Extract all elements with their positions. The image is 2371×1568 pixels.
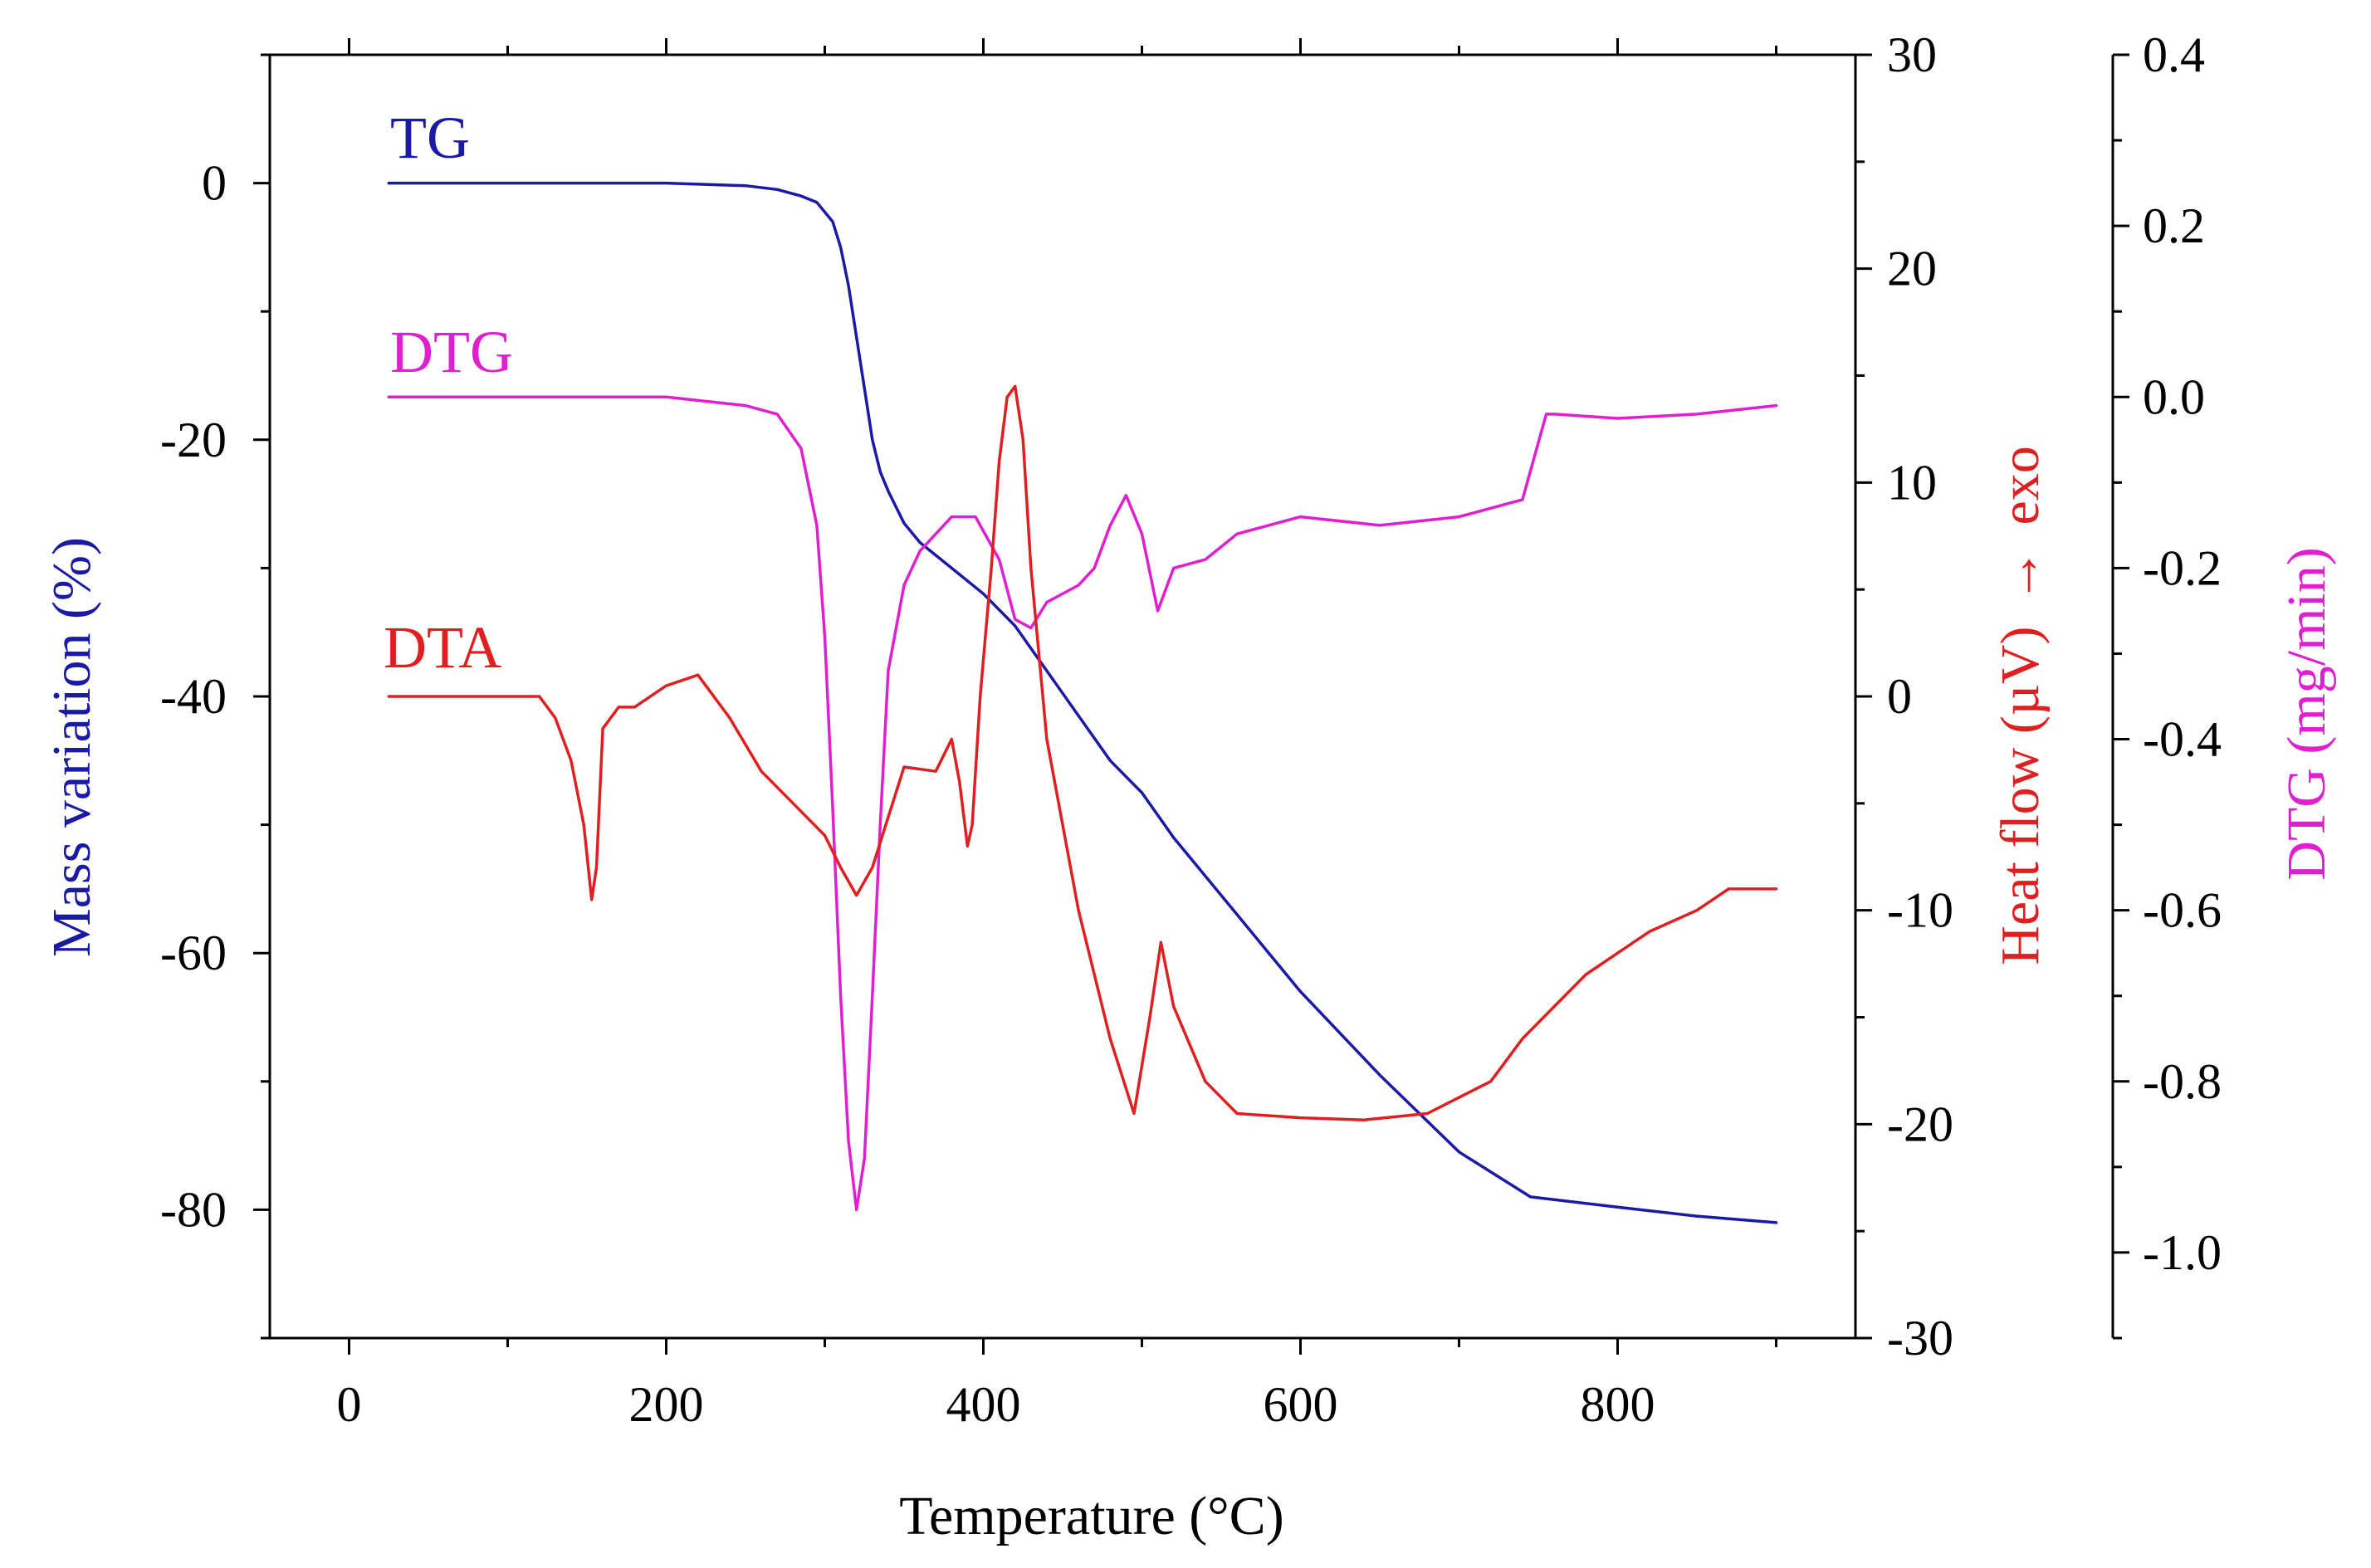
dtg-tick-label: -0.6 (2143, 883, 2222, 938)
heat-flow-axis-title: Heat flow (µV) → exo (1990, 446, 2051, 965)
heat-tick-label: 10 (1887, 455, 1937, 510)
heat-tick-label: -20 (1887, 1097, 1953, 1151)
dtg-tick-label: 0.4 (2143, 27, 2205, 82)
x-tick-label: 600 (1264, 1377, 1338, 1432)
x-tick-label: 800 (1581, 1377, 1655, 1432)
dta-series-label: DTA (384, 614, 501, 681)
heat-tick-label: -10 (1887, 883, 1953, 938)
mass-tick-label: 0 (202, 156, 227, 211)
dtg-series-label: DTG (390, 319, 513, 385)
dtg-series-line (387, 395, 1778, 1212)
data-series (387, 181, 1778, 1224)
exo-arrow: → (1990, 549, 2051, 603)
mass-tick-label: -40 (160, 669, 227, 724)
axis-ticks: 0 200 400 600 800 0 -20 -40 -60 -80 30 20 10 0 -10 -20 -… (160, 27, 2222, 1432)
dtg-tick-label: 0.0 (2143, 369, 2205, 424)
mass-tick-label: -80 (160, 1182, 227, 1237)
heat-tick-label: 20 (1887, 242, 1937, 296)
heat-flow-label: Heat flow (µV) (1990, 627, 2051, 965)
x-tick-label: 400 (946, 1377, 1021, 1432)
x-axis-title: Temperature (°C) (899, 1486, 1283, 1546)
exo-label: exo (1990, 446, 2051, 525)
x-tick-label: 200 (629, 1377, 704, 1432)
dtg-tick-label: -0.8 (2143, 1054, 2222, 1109)
dtg-tick-label: -0.2 (2143, 540, 2222, 595)
dtg-tick-label: 0.2 (2143, 198, 2205, 253)
plot-frame (268, 53, 2114, 1340)
dta-series-line (387, 384, 1778, 1121)
dtg-axis-title: DTG (mg/min) (2276, 547, 2337, 880)
tg-series-label: TG (390, 105, 470, 171)
mass-tick-label: -20 (160, 413, 227, 467)
dtg-tick-label: -1.0 (2143, 1225, 2222, 1280)
mass-tick-label: -60 (160, 926, 227, 980)
mass-axis-title: Mass variation (%) (42, 537, 102, 957)
heat-tick-label: 0 (1887, 669, 1912, 724)
dtg-tick-label: -0.4 (2143, 712, 2222, 767)
heat-tick-label: -30 (1887, 1311, 1953, 1365)
tg-series-line (387, 181, 1778, 1224)
x-tick-label: 0 (337, 1377, 362, 1432)
heat-tick-label: 30 (1887, 27, 1937, 82)
